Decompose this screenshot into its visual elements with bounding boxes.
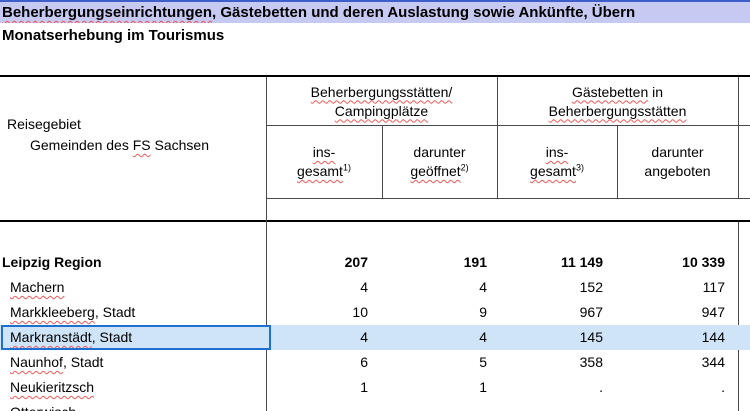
cell-insgesamt3: 152 (579, 279, 603, 295)
cell-geoeffnet: 1 (479, 379, 487, 395)
col3-line1: ins- (545, 144, 569, 160)
label-column-separator (266, 77, 267, 411)
footnote-1-marker: 1) (342, 162, 351, 173)
cell-angeboten (617, 400, 738, 411)
group2-rest: in (648, 83, 664, 100)
col1-line1: ins- (312, 144, 336, 160)
row-label: Otterwisch (0, 400, 267, 411)
rowhead-reisegebiet: Reisegebiet (7, 116, 81, 132)
group1-line1: Beherbergungsstätten/ (310, 83, 453, 100)
cell-geoeffnet: 5 (479, 354, 487, 370)
column-group-accommodation: Beherbergungsstätten/ Campingplätze (266, 79, 497, 124)
row-name: Otterwisch (10, 404, 76, 411)
cell-angeboten: 117 (702, 279, 725, 295)
cell-geoeffnet: 4 (479, 329, 487, 345)
col2-line2: geöffnet (410, 163, 461, 179)
sub-header-bottom-border (266, 198, 750, 199)
col4-line1: darunter (651, 144, 704, 160)
row-name: Leipzig Region (2, 254, 102, 270)
group1-group2-separator (497, 77, 498, 198)
group2-right-separator (738, 77, 739, 198)
col1-line2-wrap: gesamt1) (297, 162, 351, 181)
row-label: Machern (0, 275, 267, 300)
group-header-bottom-border (266, 125, 750, 126)
cell-geoeffnet: 9 (479, 304, 487, 320)
col1-line2: gesamt (297, 163, 343, 179)
col1-col2-separator (382, 125, 383, 198)
table-body: Leipzig Region 207 191 11 149 10 339 Mac… (0, 222, 750, 411)
col2-line1: darunter (413, 144, 466, 160)
cell-insgesamt1: 10 (352, 304, 368, 320)
row-name: Neukieritzsch (10, 379, 95, 395)
table-row-otterwisch[interactable]: Otterwisch (0, 400, 750, 411)
group2-line2: Beherbergungsstätten (548, 102, 687, 119)
row-label: Neukieritzsch (0, 375, 267, 400)
col3-col4-separator (617, 125, 618, 198)
col2-line2-wrap: geöffnet2) (410, 162, 468, 181)
cell-insgesamt3: 967 (579, 304, 603, 320)
document-subtitle: Monatserhebung im Tourismus (2, 27, 225, 44)
col4-line2: angeboten (644, 163, 711, 179)
document-title-selected[interactable]: Beherbergungseinrichtungen, Gästebetten … (0, 2, 750, 23)
top-divider-line (0, 0, 750, 2)
table-row-naunhof[interactable]: Naunhof, Stadt 6 5 358 344 (0, 350, 750, 375)
cell-geoeffnet: 4 (479, 279, 487, 295)
cell-angeboten: 344 (701, 354, 725, 370)
cell-insgesamt3: . (599, 379, 603, 395)
row-label: Markkleeberg, Stadt (10, 304, 136, 320)
row-label: Naunhof, Stadt (10, 354, 104, 370)
column-header-angeboten: darunter angeboten (617, 126, 738, 198)
table-row-machern[interactable]: Machern 4 4 152 117 (0, 275, 750, 300)
row-name: Naunhof (10, 354, 63, 370)
data-right-separator (738, 222, 739, 411)
group2-line1: Gästebetten in (572, 83, 663, 102)
column-header-insgesamt-1: ins- gesamt1) (266, 126, 382, 198)
table-top-border (0, 75, 750, 77)
cell-angeboten: 947 (701, 304, 725, 320)
cell-geoeffnet (382, 400, 497, 411)
column-group-beds: Gästebetten in Beherbergungsstätten (497, 79, 738, 124)
cell-angeboten: 10 339 (682, 254, 725, 270)
cell-insgesamt3: 358 (579, 354, 603, 370)
cell-insgesamt1: 6 (360, 354, 368, 370)
cell-insgesamt1: 4 (360, 329, 368, 345)
header-data-separator (0, 220, 750, 222)
data-top-spacer (0, 222, 750, 250)
rowhead-gemeinden-post: Sachsen (150, 137, 210, 153)
cell-insgesamt1: 4 (360, 279, 368, 295)
cell-insgesamt3 (497, 400, 617, 411)
column-header-insgesamt-3: ins- gesamt3) (497, 126, 617, 198)
rowhead-gemeinden-pre: Gemeinden des (30, 137, 133, 153)
column-header-geoeffnet: darunter geöffnet2) (382, 126, 497, 198)
title-word-spellcheck: Beherbergungseinrichtungen (2, 4, 213, 21)
title-rest: , Gästebetten und deren Auslastung sowie… (212, 4, 636, 21)
cell-angeboten: 144 (701, 329, 725, 345)
cell-insgesamt1: 1 (360, 379, 368, 395)
row-label: Markranstädt, Stadt (10, 329, 133, 345)
cell-insgesamt3: 11 149 (560, 254, 603, 270)
table-row-neukieritzsch[interactable]: Neukieritzsch 1 1 . . (0, 375, 750, 400)
table-row-markranstaedt-selected[interactable]: Markranstädt, Stadt 4 4 145 144 (0, 325, 750, 350)
table-row-markkleeberg[interactable]: Markkleeberg, Stadt 10 9 967 947 (0, 300, 750, 325)
cell-insgesamt3: 145 (579, 329, 603, 345)
col3-line2: gesamt (530, 163, 576, 179)
group1-line2: Campingplätze (334, 102, 429, 119)
cell-insgesamt1 (267, 400, 382, 411)
footnote-3-marker: 3) (575, 162, 584, 173)
table-row-leipzig-region[interactable]: Leipzig Region 207 191 11 149 10 339 (0, 250, 750, 275)
row-name: Markranstädt (10, 329, 92, 345)
row-name: Markkleeberg (10, 304, 95, 320)
row-label: Leipzig Region (0, 250, 267, 275)
col3-line2-wrap: gesamt3) (530, 162, 584, 181)
row-name: Machern (10, 279, 65, 295)
cell-geoeffnet: 191 (463, 254, 487, 270)
rowhead-fs-spellcheck: FS (132, 137, 151, 153)
row-selection-box[interactable] (1, 325, 271, 350)
footnote-2-marker: 2) (460, 162, 469, 173)
rowhead-gemeinden: Gemeinden des FS Sachsen (30, 136, 209, 154)
cell-insgesamt1: 207 (344, 254, 368, 270)
cell-angeboten: . (721, 379, 725, 395)
group2-word-spellcheck: Gästebetten (571, 83, 649, 100)
